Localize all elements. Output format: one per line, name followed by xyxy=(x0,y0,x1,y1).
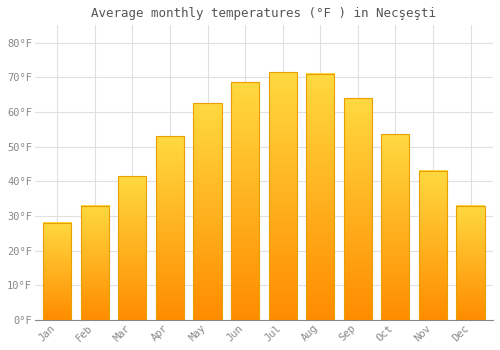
Bar xyxy=(306,74,334,320)
Bar xyxy=(231,83,259,320)
Bar xyxy=(419,171,447,320)
Bar xyxy=(194,103,222,320)
Bar xyxy=(43,223,72,320)
Bar xyxy=(156,136,184,320)
Bar xyxy=(268,72,297,320)
Bar xyxy=(80,205,109,320)
Bar xyxy=(382,134,409,320)
Bar xyxy=(456,205,484,320)
Bar xyxy=(344,98,372,320)
Bar xyxy=(156,136,184,320)
Bar xyxy=(43,223,72,320)
Bar xyxy=(194,103,222,320)
Bar xyxy=(382,134,409,320)
Bar xyxy=(419,171,447,320)
Bar xyxy=(231,83,259,320)
Bar xyxy=(456,205,484,320)
Bar xyxy=(268,72,297,320)
Title: Average monthly temperatures (°F ) in Necşeşti: Average monthly temperatures (°F ) in Ne… xyxy=(92,7,436,20)
Bar xyxy=(344,98,372,320)
Bar xyxy=(118,176,146,320)
Bar xyxy=(80,205,109,320)
Bar xyxy=(118,176,146,320)
Bar xyxy=(306,74,334,320)
